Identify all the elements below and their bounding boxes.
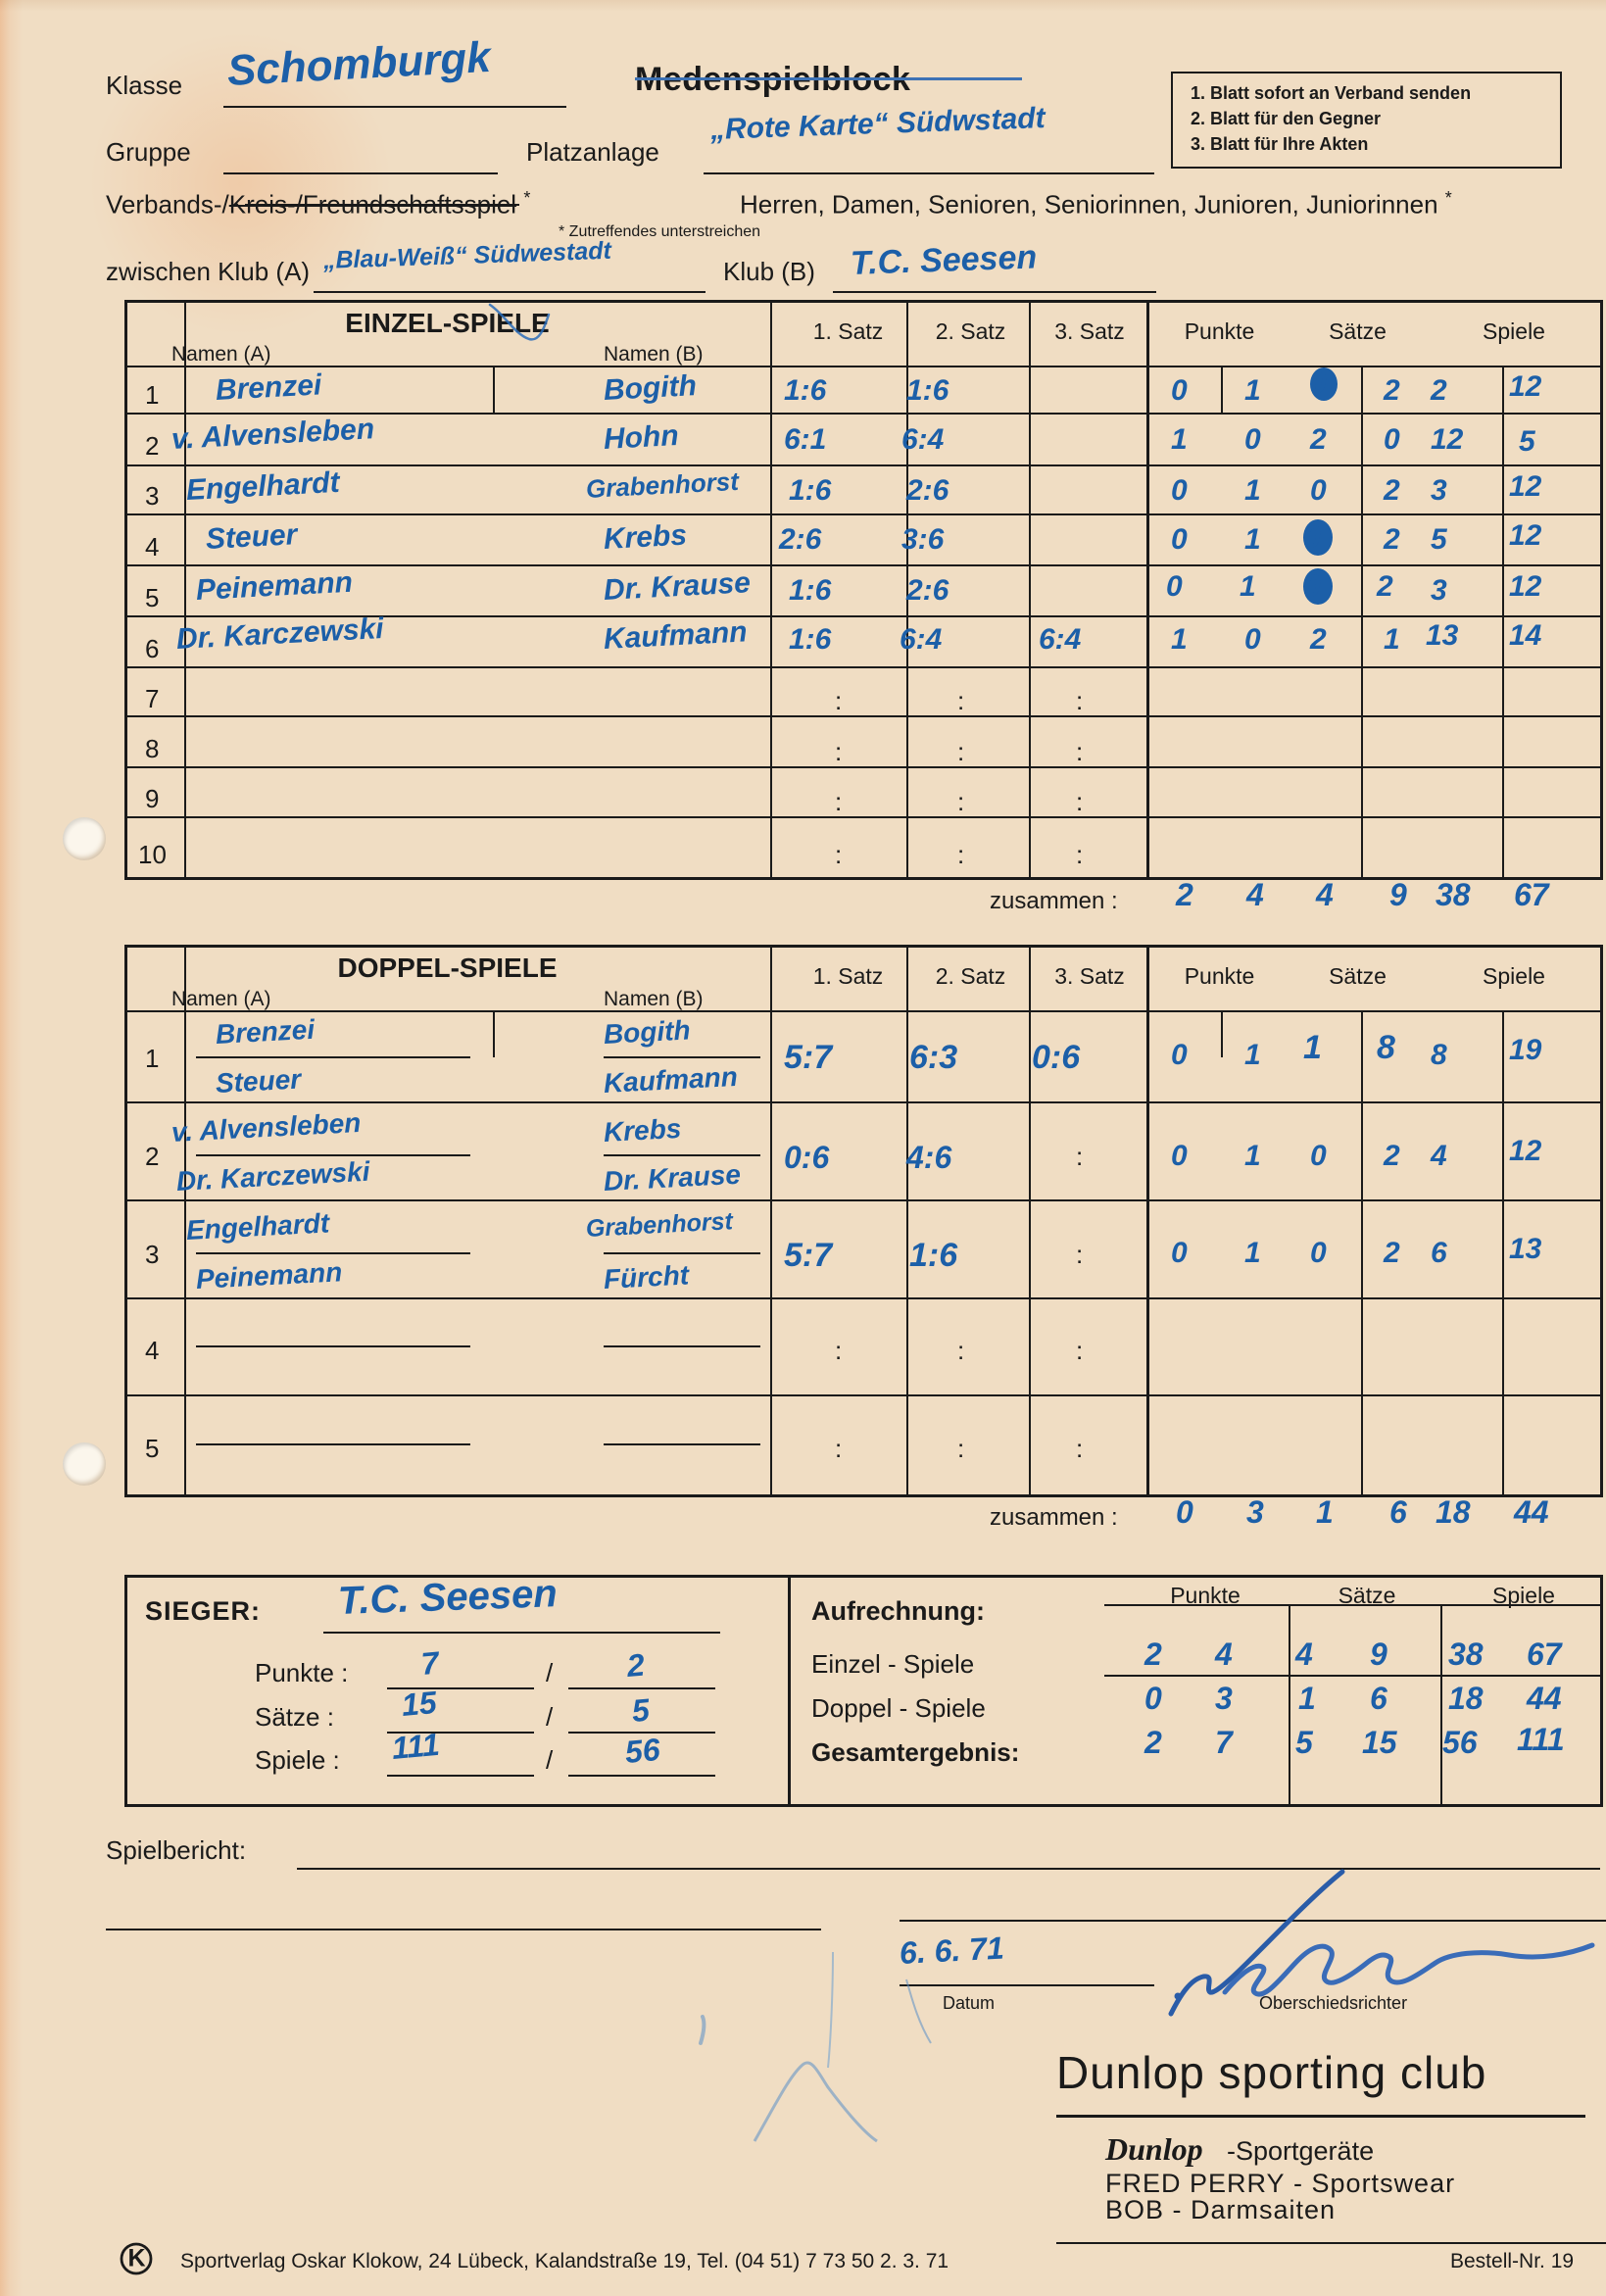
svg-text:K: K (127, 2245, 145, 2272)
